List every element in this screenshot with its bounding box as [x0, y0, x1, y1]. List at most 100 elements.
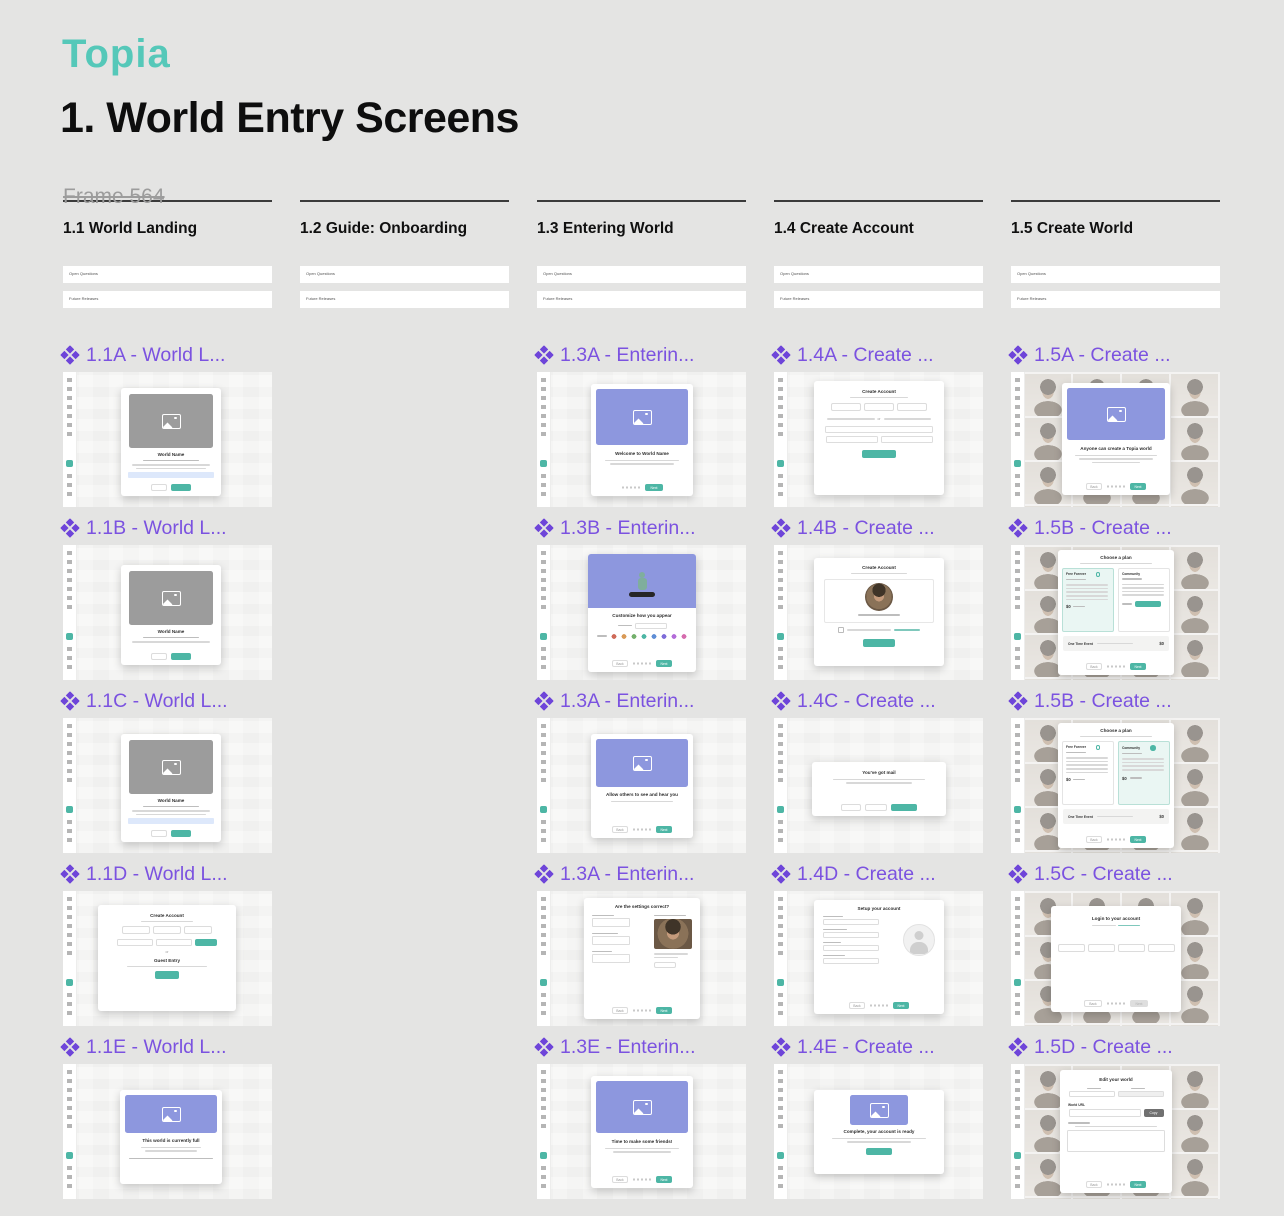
frame-label-row[interactable]: 1.5B - Create ... [1008, 689, 1220, 713]
frame-thumbnail[interactable]: World Name [63, 545, 272, 680]
frame-label-row[interactable]: 1.4B - Create ... [771, 516, 983, 540]
next-button: Next [656, 660, 672, 667]
text-line [1075, 454, 1157, 457]
url-row: Copy [1068, 1109, 1164, 1118]
frame-row: 1.3B - Enterin... Customize how you appe… [534, 516, 746, 680]
mini-sidebar-icons [541, 1166, 546, 1192]
frame-name: 1.1C - World L... [86, 689, 228, 712]
mini-sidebar-icons [778, 474, 783, 500]
frame-thumbnail[interactable]: Edit your world World URL Copy [1011, 1064, 1220, 1199]
input-field [880, 436, 933, 444]
input-field [156, 939, 192, 947]
text-line [1080, 735, 1152, 738]
guest-entry-modal: Create Account or Guest Entry [98, 905, 236, 1011]
frame-thumbnail[interactable]: World Name [63, 372, 272, 507]
frame-label-row[interactable]: 1.5A - Create ... [1008, 343, 1220, 367]
note-bar[interactable]: Open Questions [1011, 266, 1220, 283]
mini-sidebar [1011, 718, 1025, 853]
note-bar[interactable]: Future Releases [774, 291, 983, 308]
note-bar[interactable]: Future Releases [300, 291, 509, 308]
frame-label-row[interactable]: 1.5B - Create ... [1008, 516, 1220, 540]
topia-logo: Topia [62, 32, 171, 76]
link-text [893, 629, 920, 631]
frame-thumbnail[interactable]: Setup your account [774, 891, 983, 1026]
frame-thumbnail[interactable]: Time to make some friends! Back Next [537, 1064, 746, 1199]
field-label [617, 624, 632, 627]
column-divider [1011, 200, 1220, 202]
frame-label-row[interactable]: 1.4E - Create ... [771, 1035, 983, 1059]
frame-thumbnail[interactable]: Welcome to World Name Next [537, 372, 746, 507]
frame-label-row[interactable]: 1.5D - Create ... [1008, 1035, 1220, 1059]
text-line [127, 965, 207, 968]
social-button [831, 403, 861, 412]
frame-name: 1.4E - Create ... [797, 1035, 935, 1058]
frame-564-label[interactable]: Frame 564 [63, 185, 165, 208]
frame-label-row[interactable]: 1.1A - World L... [60, 343, 272, 367]
frame-thumbnail[interactable]: Create Account or [774, 372, 983, 507]
component-icon [771, 518, 791, 538]
frame-thumbnail[interactable]: Create Account [774, 545, 983, 680]
frame-thumbnail[interactable]: Customize how you appear Back Next [537, 545, 746, 680]
column-header: 1.1 World Landing [63, 220, 198, 237]
feature-line [1122, 761, 1164, 764]
one-time-event-row: One Time Event $0 [1063, 809, 1169, 825]
frame-label-row[interactable]: 1.1D - World L... [60, 862, 272, 886]
frame-thumbnail[interactable]: Create Account or Guest Entry [63, 891, 272, 1026]
feature-line [1066, 771, 1108, 774]
frame-thumbnail[interactable]: Anyone can create a Topia world Back Nex… [1011, 372, 1220, 507]
field-label [823, 941, 841, 944]
choose-plan-modal: Choose a plan Free Forever [1058, 550, 1174, 675]
frame-thumbnail[interactable]: You've got mail [774, 718, 983, 853]
frame-label-row[interactable]: 1.3A - Enterin... [534, 343, 746, 367]
note-bar[interactable]: Open Questions [300, 266, 509, 283]
mini-sidebar-icons [541, 647, 546, 673]
frame-label-row[interactable]: 1.3E - Enterin... [534, 1035, 746, 1059]
frame-label-row[interactable]: 1.3A - Enterin... [534, 862, 746, 886]
frame-thumbnail[interactable]: Choose a plan Free Forever [1011, 545, 1220, 680]
primary-button [155, 971, 179, 980]
frame-name: 1.4D - Create ... [797, 862, 936, 885]
frame-thumbnail[interactable]: Login to your account Back Next [1011, 891, 1220, 1026]
note-bar[interactable]: Future Releases [63, 291, 272, 308]
info-banner [128, 472, 214, 479]
note-bar[interactable]: Future Releases [537, 291, 746, 308]
plan-card-header: Free Forever [1066, 745, 1101, 750]
frame-label-row[interactable]: 1.1C - World L... [60, 689, 272, 713]
frame-row: 1.5C - Create ... Login to your account [1008, 862, 1220, 1026]
field-label [823, 954, 845, 957]
frame-label-row[interactable]: 1.5C - Create ... [1008, 862, 1220, 886]
avatar-preview [588, 554, 696, 608]
image-placeholder [850, 1095, 908, 1125]
frame-thumbnail[interactable]: Are the settings correct? [537, 891, 746, 1026]
price-row [1122, 601, 1161, 608]
frame-thumbnail[interactable]: Allow others to see and hear you Back Ne… [537, 718, 746, 853]
frame-label-row[interactable]: 1.3A - Enterin... [534, 689, 746, 713]
frame-label-row[interactable]: 1.4C - Create ... [771, 689, 983, 713]
image-icon [161, 590, 181, 606]
mini-sidebar [1011, 372, 1025, 507]
modal-title: Choose a plan [1100, 728, 1132, 733]
frame-label-row[interactable]: 1.3B - Enterin... [534, 516, 746, 540]
modal-footer: Back Next [584, 1007, 700, 1014]
frame-thumbnail[interactable]: Complete, your account is ready [774, 1064, 983, 1199]
frame-label-row[interactable]: 1.4D - Create ... [771, 862, 983, 886]
text-line [1080, 562, 1152, 565]
or-divider: or [877, 417, 881, 422]
frame-thumbnail[interactable]: This world is currently full [63, 1064, 272, 1199]
note-bar[interactable]: Open Questions [537, 266, 746, 283]
social-button [184, 926, 212, 935]
note-bar[interactable]: Open Questions [63, 266, 272, 283]
note-bar[interactable]: Open Questions [774, 266, 983, 283]
frame-thumbnail[interactable]: World Name [63, 718, 272, 853]
frame-row: 1.4D - Create ... Setup your account [771, 862, 983, 1026]
feature-line [1122, 765, 1164, 767]
plan-card-free: Free Forever $0 [1062, 568, 1114, 633]
component-icon [771, 345, 791, 365]
frame-label-row[interactable]: 1.1E - World L... [60, 1035, 272, 1059]
note-bar[interactable]: Future Releases [1011, 291, 1220, 308]
frame-thumbnail[interactable]: Choose a plan Free Forever [1011, 718, 1220, 853]
modal-footer: Back Next [1058, 663, 1174, 670]
frame-label-row[interactable]: 1.1B - World L... [60, 516, 272, 540]
frame-label-row[interactable]: 1.4A - Create ... [771, 343, 983, 367]
mini-sidebar [63, 718, 77, 853]
